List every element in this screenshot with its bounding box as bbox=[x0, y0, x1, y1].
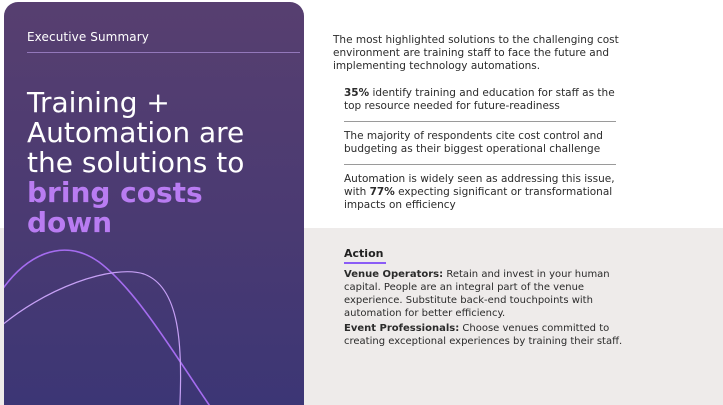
action-item-text: Choose venues committed to creating exce… bbox=[344, 323, 623, 347]
decorative-curves bbox=[4, 249, 211, 405]
section-label: Executive Summary bbox=[27, 30, 149, 44]
headline-accent-line: down bbox=[27, 206, 113, 239]
headline-line: Automation are bbox=[27, 116, 245, 149]
key-point: 35% identify training and education for … bbox=[344, 87, 616, 113]
key-stat: 35% bbox=[344, 87, 370, 99]
key-point: Automation is widely seen as addressing … bbox=[344, 173, 616, 212]
key-point-text: expecting significant or transformationa… bbox=[344, 186, 613, 211]
divider bbox=[344, 121, 616, 122]
action-item-lead: Event Professionals: bbox=[344, 323, 460, 334]
headline-line: the solutions to bbox=[27, 146, 245, 179]
key-point-text: The majority of respondents cite cost co… bbox=[344, 130, 603, 155]
action-item: Venue Operators: Retain and invest in yo… bbox=[344, 268, 644, 320]
action-underline bbox=[344, 262, 386, 264]
intro-text: The most highlighted solutions to the ch… bbox=[333, 34, 619, 72]
key-point-text: Automation is widely seen as addressing … bbox=[344, 173, 615, 198]
action-item-lead: Venue Operators: bbox=[344, 269, 444, 280]
headline-line: Training + bbox=[27, 86, 170, 119]
action-item-text: Retain and invest in your human capital.… bbox=[344, 269, 610, 319]
action-heading: Action bbox=[344, 247, 384, 260]
action-item: Event Professionals: Choose venues commi… bbox=[344, 322, 644, 348]
key-stat: 77% bbox=[369, 186, 395, 198]
intro-block: The most highlighted solutions to the ch… bbox=[333, 34, 623, 73]
divider bbox=[344, 164, 616, 165]
key-point: The majority of respondents cite cost co… bbox=[344, 130, 616, 156]
section-rule bbox=[27, 52, 300, 53]
headline: Training + Automation are the solutions … bbox=[27, 88, 302, 238]
summary-panel: Executive Summary Training + Automation … bbox=[4, 2, 304, 405]
headline-accent-line: bring costs bbox=[27, 176, 203, 209]
key-point-text: identify training and education for staf… bbox=[344, 87, 615, 112]
